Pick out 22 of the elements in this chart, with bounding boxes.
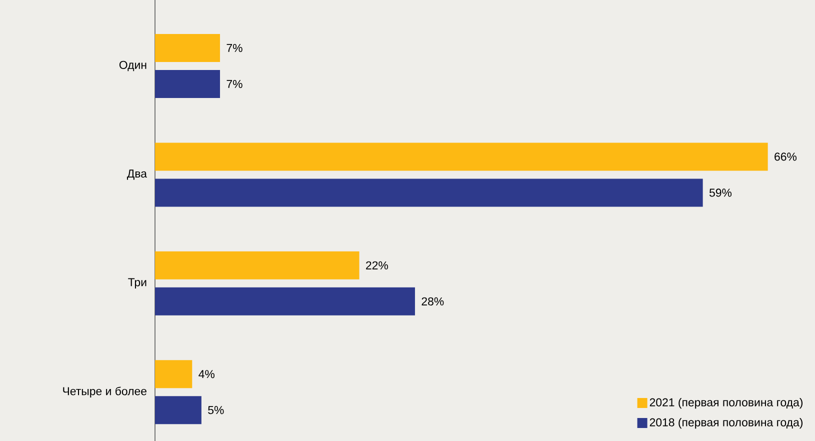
bar [155,34,220,62]
bar [155,142,768,171]
data-label: 7% [226,44,242,52]
data-label: 22% [366,261,388,270]
bar [155,178,703,207]
bar [155,287,415,316]
bar [155,360,192,388]
y-tick-label: Три [128,278,146,289]
legend-label: 2021 (первая половина года) [650,398,803,409]
bar [155,251,360,280]
data-label: 59% [709,188,732,197]
bar [155,396,202,424]
data-label: 66% [774,152,797,161]
data-label: 28% [422,297,444,306]
y-tick-label: Четыре и более [63,386,146,398]
bar [155,70,220,98]
y-tick-label: Два [126,170,147,180]
legend-label: 2018 (первая половина года) [650,418,803,429]
data-label: 7% [226,80,242,88]
data-label: 4% [198,370,214,378]
y-tick-label: Один [119,60,146,72]
data-label: 5% [208,406,224,414]
